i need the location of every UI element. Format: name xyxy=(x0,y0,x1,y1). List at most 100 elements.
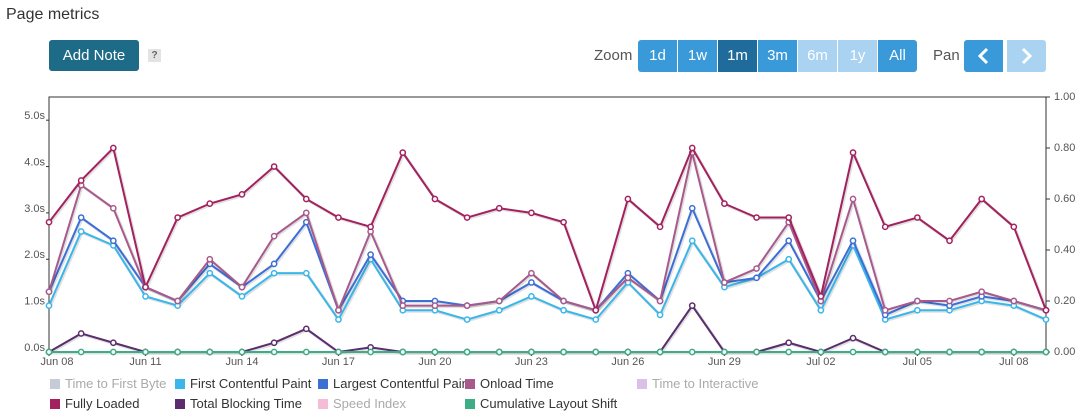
series xyxy=(45,144,1050,317)
data-point xyxy=(238,348,246,356)
help-icon[interactable]: ? xyxy=(148,49,161,62)
y2-tick-label: 0.20 xyxy=(1054,295,1075,307)
x-tick-label: Jul 08 xyxy=(999,356,1028,368)
data-point xyxy=(270,348,278,356)
legend-label: Largest Contentful Paint xyxy=(333,376,473,391)
pan-right[interactable] xyxy=(1007,40,1046,72)
legend-label: Cumulative Layout Shift xyxy=(480,396,618,411)
series-line xyxy=(48,230,1047,322)
data-point xyxy=(978,348,986,356)
x-tick-label: Jun 08 xyxy=(40,356,73,368)
legend-label: Onload Time xyxy=(480,376,554,391)
x-tick-label: Jun 20 xyxy=(418,356,451,368)
data-point xyxy=(978,195,986,203)
data-point xyxy=(785,339,793,347)
pan-left[interactable] xyxy=(964,40,1003,72)
y-tick-label: 0.0s xyxy=(24,342,45,354)
legend-item[interactable]: Cumulative Layout Shift xyxy=(465,396,617,411)
legend-item[interactable]: First Contentful Paint xyxy=(175,376,311,391)
legend-swatch xyxy=(318,399,328,409)
add-note-button[interactable]: Add Note xyxy=(49,40,139,71)
zoom-button[interactable]: 1d xyxy=(638,40,677,72)
legend-item[interactable]: Largest Contentful Paint xyxy=(318,376,472,391)
series-line xyxy=(48,145,1047,314)
data-point xyxy=(753,265,760,272)
data-point xyxy=(1042,306,1050,314)
data-point xyxy=(206,200,214,207)
arrow-left xyxy=(977,47,989,65)
data-point xyxy=(431,348,439,356)
y-tick-label: 2.0s xyxy=(24,249,45,261)
data-point xyxy=(302,325,310,333)
data-point xyxy=(753,348,760,356)
data-point xyxy=(463,348,471,356)
data-point xyxy=(785,348,793,356)
y2-tick-label: 0.60 xyxy=(1054,193,1075,205)
x-tick-label: Jun 23 xyxy=(515,356,548,368)
y-tick-label: 4.0s xyxy=(24,156,45,168)
data-point xyxy=(978,288,986,296)
data-point xyxy=(174,214,181,221)
legend-item[interactable]: Onload Time xyxy=(465,376,554,391)
pan-label: Pan xyxy=(933,47,960,64)
legend-item[interactable]: Total Blocking Time xyxy=(175,396,302,411)
zoom-button: 6m xyxy=(798,40,837,72)
zoom-button[interactable]: 3m xyxy=(758,40,797,72)
data-point xyxy=(45,218,53,226)
zoom-button[interactable]: 1m xyxy=(718,40,757,72)
data-point xyxy=(1042,348,1050,356)
x-tick-label: Jul 05 xyxy=(903,356,932,368)
data-point xyxy=(335,214,342,221)
data-point xyxy=(109,237,117,245)
data-point xyxy=(335,316,342,323)
y2-tick-label: 0.40 xyxy=(1054,244,1075,256)
data-point xyxy=(785,237,793,245)
legend-item[interactable]: Fully Loaded xyxy=(50,396,139,411)
data-point xyxy=(817,348,825,356)
data-point xyxy=(45,348,53,356)
data-point xyxy=(849,237,857,245)
data-point xyxy=(77,348,85,356)
data-point xyxy=(367,251,374,258)
data-point xyxy=(592,316,600,323)
legend-label: First Contentful Paint xyxy=(190,376,312,391)
data-point xyxy=(270,339,278,347)
data-point xyxy=(495,306,503,314)
legend-swatch xyxy=(465,379,475,389)
data-point xyxy=(302,348,310,356)
legend-swatch xyxy=(50,399,60,409)
series xyxy=(45,348,1050,356)
legend-swatch xyxy=(637,379,647,389)
data-point xyxy=(753,274,760,282)
data-point xyxy=(1042,316,1050,323)
legend-item[interactable]: Time to First Byte xyxy=(50,376,166,391)
data-point xyxy=(206,255,214,263)
data-point xyxy=(174,348,181,356)
y2-tick-label: 0.00 xyxy=(1054,346,1075,358)
legend-item[interactable]: Time to Interactive xyxy=(637,376,758,391)
x-tick-label: Jun 14 xyxy=(225,356,258,368)
data-point xyxy=(109,144,117,152)
data-point xyxy=(431,195,439,203)
legend-item[interactable]: Speed Index xyxy=(318,396,406,411)
data-point xyxy=(528,279,535,286)
data-point xyxy=(174,297,181,305)
data-point xyxy=(109,348,117,356)
legend-label: Speed Index xyxy=(333,396,407,411)
data-point xyxy=(785,214,793,221)
series xyxy=(45,149,1050,316)
data-point xyxy=(528,269,535,277)
data-point xyxy=(302,195,310,203)
data-point xyxy=(77,228,85,235)
data-point xyxy=(335,348,342,356)
data-point xyxy=(721,279,728,286)
data-point xyxy=(109,339,117,347)
data-point xyxy=(688,237,696,245)
zoom-button[interactable]: 1w xyxy=(678,40,717,72)
data-point xyxy=(238,283,246,291)
data-point xyxy=(528,348,535,356)
data-point xyxy=(624,274,632,282)
zoom-button[interactable]: All xyxy=(878,40,917,72)
data-point xyxy=(270,163,278,170)
